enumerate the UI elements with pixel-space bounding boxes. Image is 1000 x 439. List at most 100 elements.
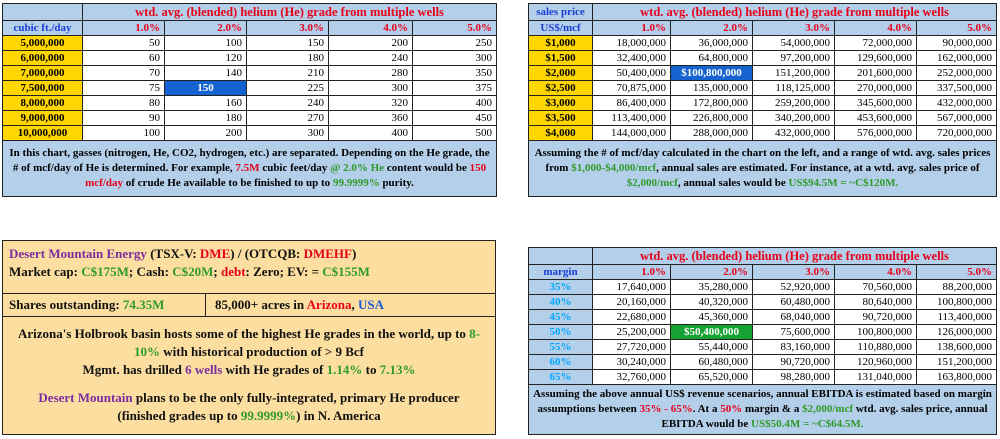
table3-col-header: 1.0%	[592, 264, 671, 280]
table-row: $3,000 86,400,000 172,800,000 259,200,00…	[528, 95, 998, 111]
table-cell: 432,000,000	[915, 95, 998, 111]
table2-corner-label: US$/mcf	[528, 20, 593, 36]
purity-value: 99.9999%	[240, 408, 297, 423]
table-row: 40% 20,160,000 40,320,000 60,480,000 80,…	[528, 294, 998, 310]
table-cell: 360	[328, 110, 413, 126]
table3-col-header: 5.0%	[915, 264, 998, 280]
table3-note: Assuming the above annual US$ revenue sc…	[527, 384, 998, 435]
table-cell: 36,000,000	[670, 35, 753, 51]
acres-text: 85,000+ acres in	[215, 297, 307, 312]
note-highlight: $2,000/mcf	[802, 403, 854, 415]
table-cell: 60,480,000	[670, 354, 753, 370]
row-label: $2,500	[528, 80, 593, 96]
table-row: 10,000,000 100 200 300 400 500	[2, 125, 498, 141]
wells-count: 6 wells	[185, 362, 223, 377]
table2-title: wtd. avg. (blended) helium (He) grade fr…	[591, 3, 998, 21]
table-cell: 45,360,000	[670, 309, 753, 325]
table-cell: 97,200,000	[752, 50, 835, 66]
company-financials-line: Market cap: C$175M; Cash: C$20M; debt: Z…	[9, 263, 489, 281]
table-row: $2,000 50,400,000 $100,800,000 151,200,0…	[528, 65, 998, 81]
row-label: $3,500	[528, 110, 593, 126]
highlight-text: with He grades of	[222, 362, 327, 377]
table-cell: 35,280,000	[670, 279, 753, 295]
table-cell: 225	[246, 80, 329, 96]
table-cell: 131,040,000	[834, 369, 917, 385]
table-cell: 345,600,000	[834, 95, 917, 111]
row-label: $3,000	[528, 95, 593, 111]
shares-outstanding: Shares outstanding: 74.35M	[9, 294, 164, 315]
note-text: content would be	[384, 162, 470, 174]
highlighted-cell: $50,400,000	[670, 324, 753, 340]
table-cell: 400	[328, 125, 413, 141]
table1-corner-label: cubic ft./day	[2, 20, 83, 36]
note-highlight: 35% - 65%	[639, 403, 693, 415]
table-cell: 200	[328, 35, 413, 51]
table-cell: 110,880,000	[834, 339, 917, 355]
shares-value: 74.35M	[122, 297, 165, 312]
acres-state: Arizona	[306, 297, 352, 312]
table-cell: 126,000,000	[915, 324, 998, 340]
table-cell: 90,720,000	[834, 309, 917, 325]
table1-col-header: 5.0%	[411, 20, 498, 36]
table-cell: 720,000,000	[915, 125, 998, 141]
table-cell: 52,920,000	[752, 279, 835, 295]
table-cell: 90,000,000	[915, 35, 998, 51]
table-cell: 65,520,000	[670, 369, 753, 385]
ticker-text: ) / (OTCQB:	[230, 246, 304, 261]
highlight-text: ) in N. America	[296, 408, 381, 423]
highlight-basin: Arizona's Holbrook basin hosts some of t…	[13, 325, 485, 361]
note-highlight: 7.5M	[235, 162, 260, 174]
table-row: 5,000,000 50 100 150 200 250	[2, 35, 498, 51]
table-cell: 98,280,000	[752, 369, 835, 385]
table-cell: 270	[246, 110, 329, 126]
table-cell: 240	[328, 50, 413, 66]
table-cell: 32,760,000	[592, 369, 671, 385]
row-label: $2,000	[528, 65, 593, 81]
table-cell: 226,800,000	[670, 110, 753, 126]
highlight-wells: Mgmt. has drilled 6 wells with He grades…	[13, 361, 485, 379]
table-cell: 151,200,000	[915, 354, 998, 370]
table-cell: 68,040,000	[752, 309, 835, 325]
table1-col-header: 2.0%	[164, 20, 247, 36]
row-label: 8,000,000	[2, 95, 83, 111]
table1-col-header: 4.0%	[328, 20, 413, 36]
row-label: $4,000	[528, 125, 593, 141]
grade-low: 1.14%	[326, 362, 363, 377]
table2-note: Assuming the # of mcf/day calculated in …	[527, 140, 998, 197]
row-label: 50%	[528, 324, 593, 340]
acres-sep: ,	[351, 297, 358, 312]
table-row: 7,000,000 70 140 210 280 350	[2, 65, 498, 81]
table2-col-header: 3.0%	[752, 20, 835, 36]
otc-ticker: DMEHF	[303, 246, 352, 261]
table1-corner-top	[2, 3, 83, 21]
table1-note: In this chart, gasses (nitrogen, He, CO2…	[1, 140, 498, 197]
table-cell: 280	[328, 65, 413, 81]
divider	[3, 316, 495, 317]
ticker-text: (TSX-V:	[146, 246, 200, 261]
company-short-name: Desert Mountain	[38, 390, 133, 405]
row-label: 10,000,000	[2, 125, 83, 141]
row-label: 35%	[528, 279, 593, 295]
table-cell: 100,800,000	[834, 324, 917, 340]
row-label: 60%	[528, 354, 593, 370]
market-cap: C$175M	[81, 264, 129, 279]
row-label: 6,000,000	[2, 50, 83, 66]
table-row: 60% 30,240,000 60,480,000 90,720,000 120…	[528, 354, 998, 370]
note-highlight: $1,000-$4,000/mcf	[571, 162, 657, 174]
table-cell: 150	[246, 35, 329, 51]
table-row: $2,500 70,875,000 135,000,000 118,125,00…	[528, 80, 998, 96]
table-cell: 210	[246, 65, 329, 81]
table-cell: 144,000,000	[592, 125, 671, 141]
table-cell: 80	[82, 95, 165, 111]
note-text: In this chart, gasses (nitrogen, He, CO2…	[9, 147, 490, 174]
annual-sales-table: sales price wtd. avg. (blended) helium (…	[527, 3, 998, 197]
table-cell: 200	[164, 125, 247, 141]
table-cell: 100	[82, 125, 165, 141]
table-cell: 135,000,000	[670, 80, 753, 96]
table-cell: 140	[164, 65, 247, 81]
table-cell: 400	[411, 95, 498, 111]
table-cell: 88,200,000	[915, 279, 998, 295]
table-cell: 90,720,000	[752, 354, 835, 370]
note-text: margin & a	[742, 403, 803, 415]
table-cell: 320	[328, 95, 413, 111]
